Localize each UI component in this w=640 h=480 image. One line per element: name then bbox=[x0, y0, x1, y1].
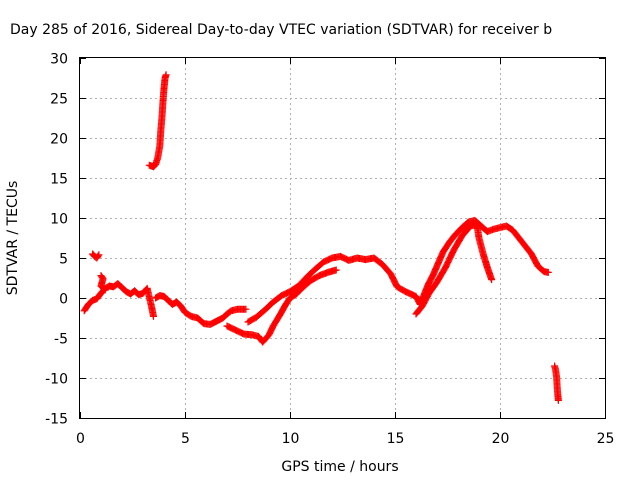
data-point bbox=[332, 266, 340, 274]
data-point bbox=[100, 285, 108, 293]
data-point bbox=[100, 284, 108, 292]
x-tick-labels: 0 5 10 15 20 25 bbox=[76, 431, 614, 447]
y-tick-label: 20 bbox=[50, 132, 68, 148]
x-tick-label: 0 bbox=[76, 431, 85, 447]
y-tick-label: 10 bbox=[50, 212, 68, 228]
data-point bbox=[101, 286, 109, 294]
data-point bbox=[242, 305, 250, 313]
x-tick-label: 25 bbox=[597, 431, 615, 447]
data-point bbox=[544, 268, 552, 276]
data-point bbox=[162, 71, 170, 79]
x-tick-label: 20 bbox=[492, 431, 510, 447]
data-point bbox=[150, 312, 157, 320]
y-tick-label: -5 bbox=[54, 332, 68, 348]
y-tick-label: 15 bbox=[50, 172, 68, 188]
y-tick-label: 5 bbox=[59, 252, 68, 268]
y-axis-label: SDTVAR / TECUs bbox=[5, 181, 21, 296]
data-points bbox=[80, 71, 562, 404]
gridlines bbox=[80, 58, 605, 418]
y-tick-label: 0 bbox=[59, 292, 68, 308]
y-tick-label: -10 bbox=[45, 372, 68, 388]
y-tick-labels: -15 -10 -5 0 5 10 15 20 25 30 bbox=[45, 52, 68, 428]
data-point bbox=[94, 252, 102, 260]
data-point bbox=[488, 276, 496, 284]
y-tick-label: 25 bbox=[50, 92, 68, 108]
x-axis-label: GPS time / hours bbox=[281, 459, 398, 475]
chart-title: Day 285 of 2016, Sidereal Day-to-day VTE… bbox=[10, 22, 552, 38]
data-point bbox=[554, 396, 562, 404]
y-tick-label: 30 bbox=[50, 52, 68, 68]
plot-frame bbox=[79, 57, 606, 419]
x-tick-label: 10 bbox=[282, 431, 300, 447]
x-tick-label: 5 bbox=[181, 431, 190, 447]
x-tick-label: 15 bbox=[387, 431, 405, 447]
axis-ticks bbox=[80, 58, 606, 419]
y-tick-label: -15 bbox=[45, 412, 68, 428]
data-point bbox=[95, 251, 103, 259]
